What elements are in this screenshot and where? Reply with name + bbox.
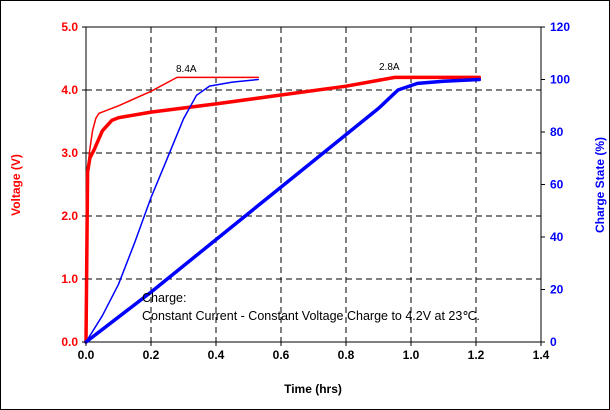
y-left-tick-label: 0.0 (61, 335, 78, 349)
series-layer (84, 75, 482, 344)
y-axis-left-title: Voltage (V) (9, 154, 23, 216)
time-axis: 0.0 0.2 0.4 0.6 0.8 1.0 1.2 1.4 (78, 342, 550, 362)
charge-state-axis: 0 20 40 60 80 100 120 (541, 20, 570, 349)
charge-state-line-high-current (85, 78, 260, 343)
y-right-tick-label: 40 (550, 230, 564, 244)
y-axis-right-title: Charge State (%) (593, 137, 607, 233)
y-right-tick-label: 120 (550, 20, 570, 34)
annotation-note-line1: Charge: (142, 291, 186, 305)
y-right-tick-label: 20 (550, 283, 564, 297)
y-left-tick-label: 2.0 (61, 209, 78, 223)
charge-state-line-low-current (84, 77, 482, 344)
x-axis-title: Time (hrs) (284, 382, 342, 396)
x-tick-label: 0.8 (338, 348, 355, 362)
y-left-tick-label: 4.0 (61, 83, 78, 97)
series-label-high-current: 8.4A (176, 64, 197, 75)
y-right-tick-label: 80 (550, 125, 564, 139)
annotation-note-line2: Constant Current - Constant Voltage Char… (142, 309, 480, 323)
x-tick-label: 0.0 (78, 348, 95, 362)
y-left-tick-label: 3.0 (61, 146, 78, 160)
y-right-tick-label: 60 (550, 178, 564, 192)
y-left-tick-label: 5.0 (61, 20, 78, 34)
x-tick-label: 1.0 (403, 348, 420, 362)
x-tick-label: 0.2 (143, 348, 160, 362)
y-left-tick-label: 1.0 (61, 272, 78, 286)
voltage-axis: 0.0 1.0 2.0 3.0 4.0 5.0 (61, 20, 86, 349)
x-tick-label: 0.4 (208, 348, 225, 362)
x-tick-label: 0.6 (273, 348, 290, 362)
grid (86, 27, 541, 342)
series-label-low-current: 2.8A (379, 62, 400, 73)
x-tick-label: 1.2 (468, 348, 485, 362)
y-right-tick-label: 0 (550, 335, 557, 349)
voltage-line-low-current (84, 75, 482, 344)
y-right-tick-label: 100 (550, 73, 570, 87)
x-tick-label: 1.4 (533, 348, 550, 362)
